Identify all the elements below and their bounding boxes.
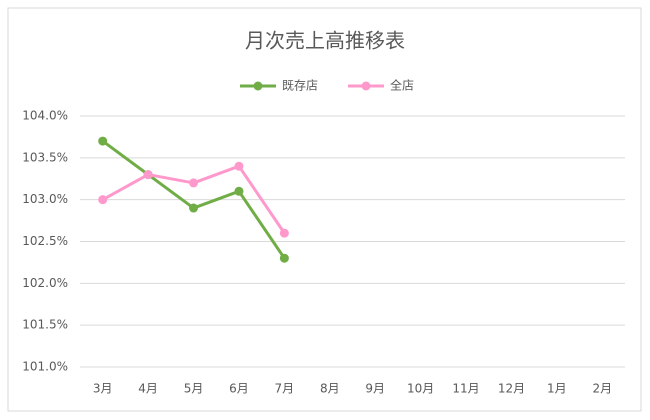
x-tick-label: 7月 <box>275 382 295 396</box>
legend-marker <box>253 81 263 91</box>
y-tick-label: 103.0% <box>22 192 68 206</box>
data-point <box>234 161 244 171</box>
y-tick-label: 101.5% <box>22 318 68 332</box>
legend-marker <box>361 81 371 91</box>
x-tick-label: 1月 <box>547 382 567 396</box>
x-tick-label: 8月 <box>320 382 340 396</box>
x-tick-label: 4月 <box>138 382 158 396</box>
y-tick-label: 102.5% <box>22 234 68 248</box>
x-tick-label: 10月 <box>407 382 434 396</box>
legend-label: 既存店 <box>282 79 318 93</box>
data-point <box>143 170 153 180</box>
x-tick-label: 5月 <box>184 382 204 396</box>
x-tick-label: 6月 <box>229 382 249 396</box>
data-point <box>189 178 199 188</box>
y-tick-label: 102.0% <box>22 276 68 290</box>
data-point <box>279 253 289 263</box>
data-point <box>279 228 289 238</box>
chart-border <box>7 7 642 412</box>
data-point <box>189 203 199 213</box>
data-point <box>98 195 108 205</box>
y-tick-label: 103.5% <box>22 150 68 164</box>
x-tick-label: 12月 <box>498 382 525 396</box>
legend-label: 全店 <box>390 78 414 93</box>
x-tick-label: 11月 <box>452 382 479 396</box>
y-tick-label: 101.0% <box>22 360 68 374</box>
data-point <box>234 186 244 196</box>
y-tick-label: 104.0% <box>22 109 68 123</box>
x-tick-label: 9月 <box>365 382 385 396</box>
x-tick-label: 3月 <box>93 382 113 396</box>
data-point <box>98 136 108 146</box>
chart-title: 月次売上高推移表 <box>245 29 405 53</box>
x-tick-label: 2月 <box>592 382 612 396</box>
